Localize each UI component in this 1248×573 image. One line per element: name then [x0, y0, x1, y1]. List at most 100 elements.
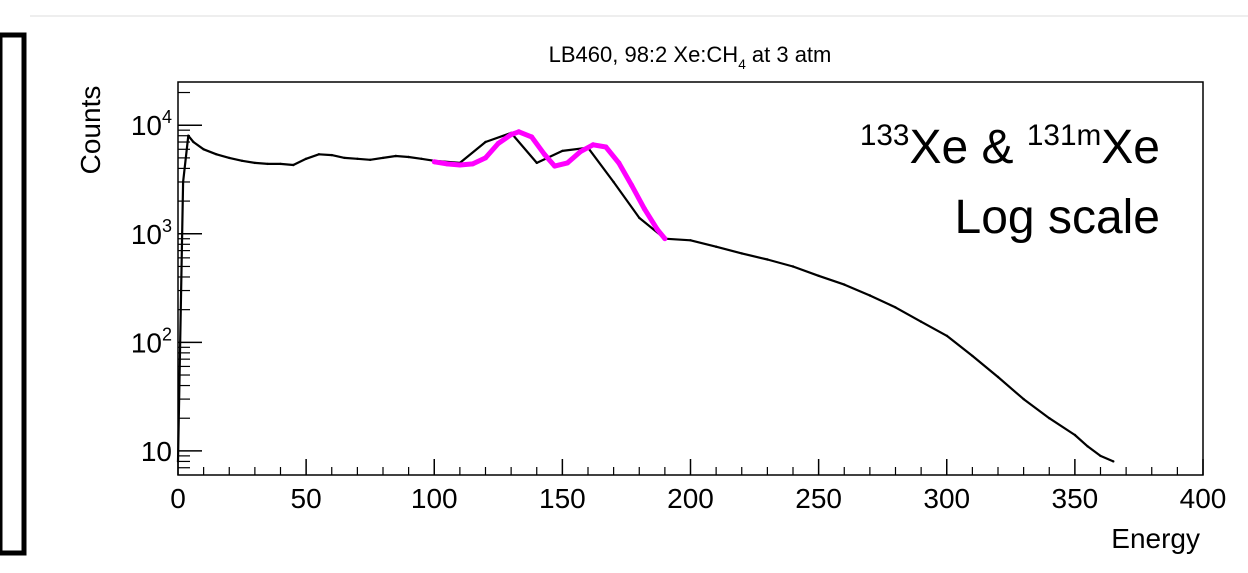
x-tick-label-400: 400: [1180, 483, 1227, 514]
series-0-point: [766, 258, 769, 261]
series-0-point: [330, 153, 333, 157]
series-0-point: [1073, 433, 1077, 437]
x-axis-label: Energy: [1111, 523, 1200, 554]
series-1-point: [495, 140, 501, 146]
series-1-point: [516, 129, 522, 135]
series-1-point: [654, 226, 660, 232]
series-0-point: [843, 283, 846, 286]
series-1-point: [457, 162, 463, 168]
series-1-point: [577, 149, 583, 155]
series-0-point: [740, 252, 743, 255]
series-0: [176, 131, 1115, 463]
y-tick-label-10: 10: [141, 436, 172, 467]
series-line-0: [176, 131, 1114, 463]
y-tick-label-100: 102: [131, 324, 172, 358]
neighbor-panel-frame: [0, 32, 27, 556]
y-tick-exponent: 2: [162, 324, 172, 344]
chart-title-subscript: 4: [738, 57, 746, 72]
series-1-point: [603, 144, 609, 150]
annotation: 133Xe & 131mXe Log scale: [860, 119, 1160, 244]
series-0-point: [484, 140, 487, 144]
series-1-point: [662, 236, 668, 242]
series-0-point: [945, 334, 948, 337]
x-tick-label-50: 50: [291, 483, 322, 514]
series-0-point: [1022, 397, 1025, 401]
series-1-point: [552, 163, 558, 169]
series-0-point: [407, 155, 410, 159]
annotation-xe-and: Xe &: [909, 121, 1026, 174]
series-1-point: [616, 160, 622, 166]
series-0-point: [181, 180, 185, 184]
series-0-point: [1112, 460, 1115, 463]
chart-title-suffix: at 3 atm: [746, 42, 832, 67]
series-0-point: [176, 460, 180, 463]
series-0-point: [215, 153, 218, 156]
y-tick-base: 10: [131, 327, 162, 358]
annotation-line2: Log scale: [955, 191, 1160, 244]
series-0-point: [381, 156, 385, 160]
annotation-line1: 133Xe & 131mXe: [860, 119, 1160, 174]
annotation-sup-133: 133: [860, 119, 910, 152]
series-0-point: [791, 265, 795, 268]
series-0-point: [279, 162, 282, 166]
y-axis-label: Counts: [75, 86, 106, 175]
series-0-point: [304, 157, 308, 160]
series-0-point: [266, 162, 269, 166]
series-0-point: [228, 156, 231, 160]
series-1-point: [470, 161, 476, 167]
series-1: [431, 129, 668, 242]
series-1-point: [444, 161, 450, 167]
series-1-point: [529, 134, 535, 140]
y-tick-label-1000: 103: [131, 216, 172, 250]
series-0-point: [817, 274, 820, 277]
series-0-point: [561, 149, 564, 153]
y-tick-label-10000: 104: [131, 107, 172, 141]
series-0-point: [356, 157, 359, 160]
series-0-point: [369, 158, 372, 161]
series-0-point: [253, 161, 257, 165]
series-0-point: [535, 161, 538, 165]
series-1-point: [483, 155, 488, 161]
x-tick-label-0: 0: [170, 483, 186, 514]
series-0-point: [612, 180, 615, 184]
series-0-point: [894, 306, 897, 309]
series-1-point: [431, 159, 437, 165]
series-0-point: [714, 245, 718, 248]
x-tick-label-150: 150: [539, 483, 586, 514]
series-0-point: [317, 153, 321, 156]
series-0-point: [420, 157, 423, 160]
chart-title-main: LB460, 98:2 Xe:CH: [549, 42, 739, 67]
series-0-point: [689, 239, 692, 242]
series-0-point: [638, 216, 641, 220]
series-1-point: [541, 151, 547, 157]
chart-title: LB460, 98:2 Xe:CH4 at 3 atm: [549, 42, 832, 72]
series-0-point: [394, 154, 397, 158]
x-tick-label-250: 250: [795, 483, 842, 514]
series-0-point: [1099, 454, 1102, 458]
series-1-point: [629, 182, 635, 188]
series-0-point: [240, 159, 244, 162]
x-tick-label-300: 300: [923, 483, 970, 514]
x-tick-label-200: 200: [667, 483, 714, 514]
series-1-point: [590, 142, 596, 148]
series-1-point: [641, 206, 647, 212]
series-0-point: [971, 354, 974, 358]
series-1-point: [565, 160, 570, 166]
series-0-point: [868, 294, 872, 297]
series-layer: [176, 129, 1115, 463]
y-tick-exponent: 3: [162, 216, 172, 236]
series-0-point: [1048, 417, 1051, 420]
series-0-point: [919, 320, 923, 323]
x-tick-label-350: 350: [1052, 483, 1099, 514]
annotation-sup-131m: 131m: [1027, 119, 1101, 152]
y-tick-base: 10: [131, 219, 162, 250]
y-tick-base: 10: [131, 110, 162, 141]
series-0-point: [192, 140, 195, 144]
series-0-point: [292, 163, 295, 167]
series-0-point: [343, 156, 346, 160]
annotation-xe: Xe: [1101, 121, 1160, 174]
y-tick-base: 10: [141, 436, 172, 467]
series-0-point: [996, 375, 1000, 379]
